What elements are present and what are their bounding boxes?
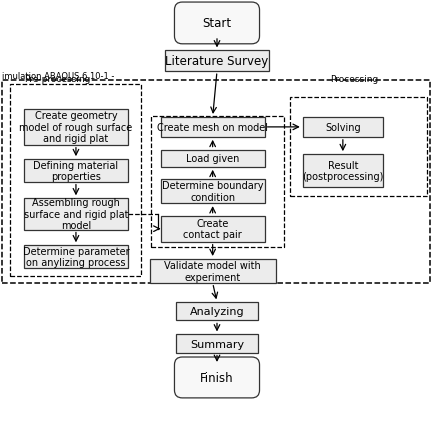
Bar: [303, 118, 383, 138]
Bar: [24, 246, 128, 268]
Text: Literature Survey: Literature Survey: [165, 55, 269, 68]
Bar: [24, 110, 128, 145]
Bar: [176, 302, 258, 321]
Text: Analyzing: Analyzing: [190, 307, 244, 316]
Bar: [10, 85, 141, 276]
Text: imulation ABAQUS 6.10-1 -: imulation ABAQUS 6.10-1 -: [2, 72, 115, 81]
Bar: [150, 260, 276, 283]
Text: Defining material
properties: Defining material properties: [33, 160, 118, 182]
Text: Determine parameter
on anylizing process: Determine parameter on anylizing process: [23, 246, 129, 268]
FancyBboxPatch shape: [174, 357, 260, 398]
Bar: [176, 335, 258, 353]
Bar: [2, 81, 430, 283]
Bar: [165, 51, 269, 72]
Bar: [24, 160, 128, 182]
Bar: [24, 199, 128, 230]
Text: Finish: Finish: [200, 371, 234, 384]
Bar: [161, 118, 265, 138]
Text: Determine boundary
condition: Determine boundary condition: [162, 181, 263, 203]
FancyBboxPatch shape: [174, 3, 260, 45]
Bar: [303, 155, 383, 187]
Text: Load given: Load given: [186, 154, 239, 164]
Text: Create
contact pair: Create contact pair: [183, 218, 242, 240]
Bar: [161, 150, 265, 168]
Bar: [290, 98, 427, 196]
Text: Validate model with
experiment: Validate model with experiment: [164, 260, 261, 282]
Bar: [151, 117, 284, 247]
Text: Summary: Summary: [190, 339, 244, 349]
Text: Pre-processing: Pre-processing: [24, 74, 90, 83]
Text: Assembling rough
surface and rigid plat
model: Assembling rough surface and rigid plat …: [24, 198, 128, 231]
Bar: [161, 216, 265, 242]
Text: Create mesh on model: Create mesh on model: [157, 123, 268, 132]
Text: Processing: Processing: [330, 74, 378, 83]
Text: Create geometry
model of rough surface
and rigid plat: Create geometry model of rough surface a…: [20, 111, 132, 144]
Text: Solving: Solving: [325, 123, 361, 132]
Bar: [161, 180, 265, 204]
Text: Result
(postprocessing): Result (postprocessing): [302, 160, 384, 182]
Text: Start: Start: [202, 17, 232, 30]
